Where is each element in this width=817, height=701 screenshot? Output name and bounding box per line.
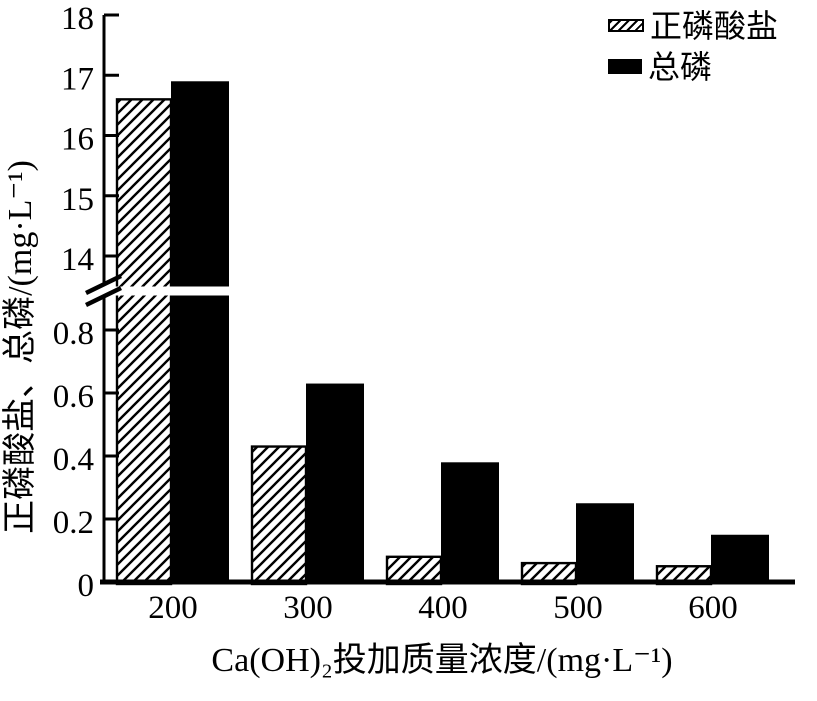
x-tick-label: 500 [553,590,603,626]
x-tick-label: 200 [148,590,198,626]
axis-break-slash-icon [85,273,122,296]
legend-item-total-phosphorus: 总磷 [608,46,778,87]
bar-total-phosphorus-300 [306,383,364,584]
x-tick-label: 400 [418,590,468,626]
y-tick-label: 17 [61,61,94,97]
bar-total-phosphorus-500 [576,503,634,584]
y-tick-label: 15 [61,182,94,218]
x-tick-label: 300 [283,590,333,626]
x-axis-title: Ca(OH)₂投加质量浓度/(mg·L⁻¹) [211,642,673,679]
y-axis-title: 正磷酸盐、总磷/(mg·L⁻¹) [2,160,39,534]
axis-break-gap [113,286,233,296]
solid-swatch-icon [608,59,642,74]
bar-total-phosphorus-200 [171,81,229,585]
y-tick-label: 0.6 [53,379,94,415]
y-tick-label: 18 [61,1,94,37]
axis-break-slash-icon [85,285,122,308]
legend-label-orthophosphate: 正磷酸盐 [650,7,779,44]
y-tick-label: 16 [61,122,94,158]
legend: 正磷酸盐 总磷 [608,5,778,87]
y-tick-label: 0.8 [53,316,94,352]
y-tick-label: 0.2 [53,505,94,541]
y-tick-label: 14 [61,242,94,278]
bar-total-phosphorus-400 [441,462,499,584]
x-tick-label: 600 [688,590,738,626]
legend-item-orthophosphate: 正磷酸盐 [608,5,778,46]
bar-total-phosphorus-600 [711,534,769,584]
bar-orthophosphate-300 [250,445,308,586]
hatched-swatch-icon [608,19,644,32]
y-tick-label: 0.4 [53,442,94,478]
legend-label-total-phosphorus: 总磷 [648,48,713,85]
bar-orthophosphate-200 [115,98,173,586]
y-tick-label: 0 [78,568,95,604]
